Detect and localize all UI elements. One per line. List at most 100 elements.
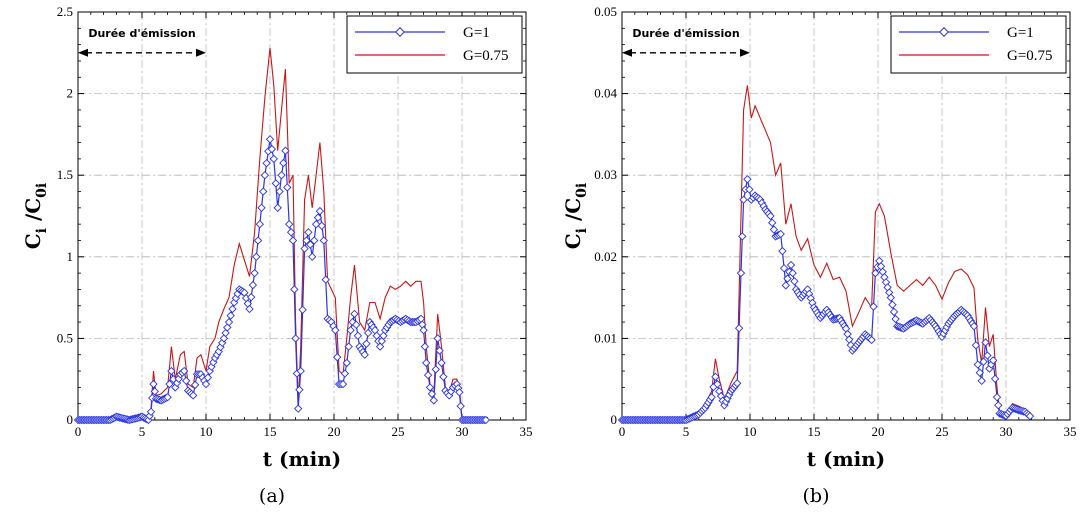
ticks-b: 0 5 10 15 20 25 30 35 0 0.01 0.02 0.03 0.04 0.05 bbox=[594, 4, 1076, 439]
x-tick-label: 0 bbox=[619, 424, 626, 439]
y-tick-label: 0 bbox=[67, 412, 74, 427]
series-point-g1-a bbox=[418, 320, 427, 329]
panel-a: 0 5 10 15 20 25 30 35 0 0.5 1 1.5 2 2.5 Durée d'émiss… bbox=[21, 4, 533, 507]
series-point-g1-a bbox=[201, 379, 211, 389]
series-point-g1-a bbox=[481, 415, 491, 425]
legend-label-g075-a: G=0.75 bbox=[463, 48, 509, 64]
series-point-g1-a bbox=[269, 154, 278, 164]
series-point-g1-a bbox=[363, 328, 373, 338]
series-point-g1-b bbox=[891, 314, 900, 324]
x-tick-label: 5 bbox=[139, 424, 146, 439]
x-tick-label: 35 bbox=[520, 424, 533, 439]
ticks-a: 0 5 10 15 20 25 30 35 0 0.5 1 1.5 2 2.5 bbox=[57, 4, 533, 439]
caption-a: (a) bbox=[259, 485, 285, 507]
series-point-g1-b bbox=[768, 218, 777, 227]
series-point-g1-a bbox=[422, 358, 431, 368]
legend-label-g1-b: G=1 bbox=[1007, 25, 1034, 41]
plot-area-a bbox=[77, 11, 527, 421]
series-point-g1-b bbox=[979, 357, 988, 366]
series-point-g1-b bbox=[734, 324, 744, 333]
series-point-g1-b bbox=[989, 356, 998, 365]
series-point-g1-a bbox=[285, 220, 294, 229]
y-tick-label: 0 bbox=[611, 412, 618, 427]
series-point-g1-a bbox=[253, 236, 263, 245]
series-point-g1-b bbox=[990, 374, 1000, 383]
arrowhead-left-a bbox=[78, 48, 88, 57]
plot-area-b bbox=[621, 11, 1071, 421]
series-point-g1-a bbox=[313, 213, 323, 222]
series-point-g1-a bbox=[203, 373, 213, 382]
series-point-g1-b bbox=[977, 376, 986, 385]
series-point-g1-a bbox=[456, 401, 465, 411]
annotation-b: Durée d'émission bbox=[622, 27, 750, 57]
x-axis-label-a: t (min) bbox=[263, 447, 341, 471]
series-point-g1-b bbox=[889, 307, 899, 317]
series-point-g1-a bbox=[340, 369, 350, 378]
x-tick-label: 25 bbox=[936, 424, 949, 439]
series-point-g1-b bbox=[975, 368, 984, 377]
series-point-g1-a bbox=[298, 305, 307, 314]
series-point-g1-b bbox=[738, 232, 747, 241]
legend-label-g1-a: G=1 bbox=[463, 25, 490, 41]
emission-duration-label-b: Durée d'émission bbox=[632, 27, 739, 40]
x-tick-label: 15 bbox=[264, 424, 277, 439]
series-point-g1-a bbox=[308, 252, 317, 261]
series-point-g1-a bbox=[429, 396, 438, 405]
series-point-g1-b bbox=[790, 277, 799, 286]
legend-label-g075-b: G=0.75 bbox=[1007, 48, 1053, 64]
grid-b bbox=[622, 12, 1070, 420]
series-point-g1-b bbox=[769, 225, 779, 234]
series-point-g1-a bbox=[437, 358, 446, 368]
legend-b: G=1 G=0.75 bbox=[890, 15, 1067, 74]
series-point-g1-b bbox=[994, 401, 1003, 410]
y-tick-label: 0.05 bbox=[594, 4, 617, 19]
series-point-g1-b bbox=[781, 281, 790, 290]
series-point-g1-a bbox=[255, 220, 264, 229]
series-point-g1-a bbox=[279, 158, 288, 168]
series-point-g1-a bbox=[362, 339, 371, 348]
series-point-g1-a bbox=[248, 280, 258, 290]
legend-box-b bbox=[890, 15, 1067, 74]
series-point-g1-b bbox=[783, 274, 792, 283]
series-group-a bbox=[73, 47, 491, 425]
series-point-g1-a bbox=[435, 346, 444, 355]
series-point-g1-a bbox=[267, 144, 277, 154]
series-point-g1-b bbox=[871, 268, 880, 278]
series-line-g075-b bbox=[622, 85, 1032, 421]
series-point-g1-a bbox=[245, 304, 254, 314]
y-tick-label: 0.02 bbox=[594, 249, 617, 264]
series-point-g1-a bbox=[277, 171, 286, 180]
series-point-g1-a bbox=[149, 379, 158, 389]
emission-duration-label-a: Durée d'émission bbox=[88, 27, 195, 40]
series-point-g1-b bbox=[786, 260, 796, 270]
series-point-g1-a bbox=[346, 326, 355, 335]
series-point-g1-a bbox=[455, 388, 464, 397]
series-point-g1-a bbox=[273, 203, 282, 212]
panel-b: 0 5 10 15 20 25 30 35 0 0.01 0.02 0.03 0.04 0.05 Duré… bbox=[561, 4, 1077, 507]
series-point-g1-a bbox=[419, 326, 428, 335]
series-point-g1-b bbox=[867, 335, 876, 345]
series-point-g1-b bbox=[707, 393, 716, 402]
series-point-g1-a bbox=[425, 383, 435, 392]
grid-a bbox=[78, 12, 526, 420]
series-point-g1-a bbox=[180, 366, 189, 376]
series-point-g1-a bbox=[353, 331, 363, 340]
x-tick-label: 35 bbox=[1064, 424, 1077, 439]
series-point-g1-a bbox=[260, 171, 270, 180]
series-point-g1-a bbox=[427, 389, 437, 399]
series-point-g1-a bbox=[352, 320, 361, 329]
annotation-a: Durée d'émission bbox=[78, 27, 206, 57]
series-point-g1-a bbox=[294, 404, 303, 413]
series-point-g1-a bbox=[182, 376, 191, 385]
series-point-g1-a bbox=[288, 236, 298, 245]
series-point-g1-b bbox=[971, 341, 981, 350]
series-line-g075-a bbox=[78, 47, 488, 421]
series-point-g1-a bbox=[226, 311, 235, 320]
series-point-g1-a bbox=[433, 334, 442, 343]
x-tick-label: 30 bbox=[1000, 424, 1013, 439]
series-point-g1-b bbox=[981, 338, 990, 347]
series-point-g1-a bbox=[310, 236, 319, 245]
series-point-g1-b bbox=[766, 211, 775, 221]
legend-marker-g1-a bbox=[395, 27, 405, 37]
series-point-g1-b bbox=[869, 302, 878, 311]
